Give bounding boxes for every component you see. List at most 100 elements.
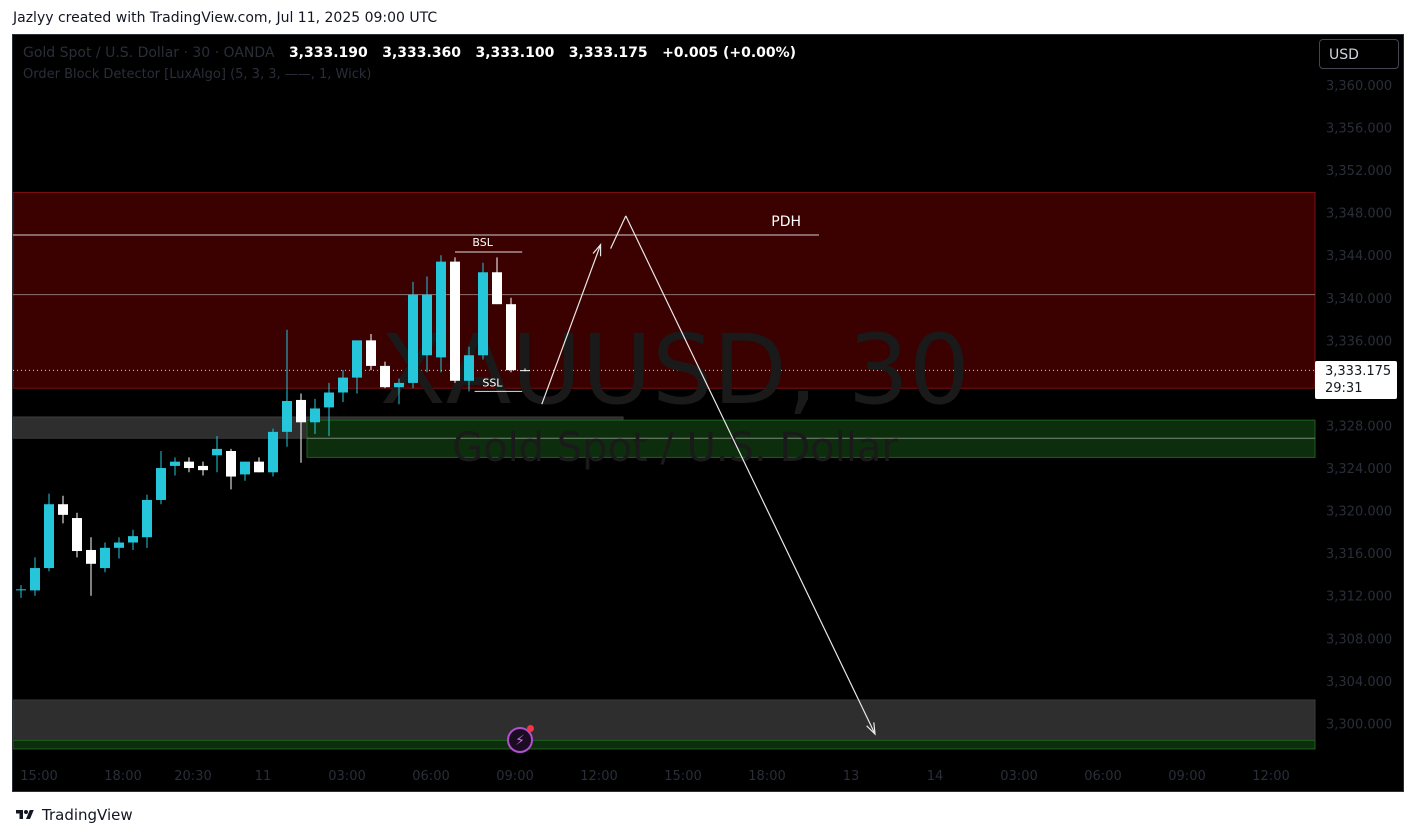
candle[interactable] [226, 448, 236, 490]
marker-label-ssl: SSL [482, 376, 503, 389]
candle[interactable] [520, 368, 530, 372]
candle-body [16, 589, 26, 591]
candle[interactable] [450, 257, 460, 383]
time-tick-label: 18:00 [748, 769, 785, 784]
candle-body [520, 370, 530, 372]
candle[interactable] [72, 512, 82, 558]
price-tick-label: 3,300.000 [1326, 717, 1392, 732]
candle[interactable] [128, 529, 138, 550]
candle-body [310, 408, 320, 423]
price-tick-label: 3,352.000 [1326, 164, 1392, 179]
time-tick-label: 12:00 [580, 769, 617, 784]
candle[interactable] [324, 382, 334, 437]
candle[interactable] [366, 333, 376, 371]
demand-zone [13, 739, 1316, 750]
price-tick-label: 3,348.000 [1326, 207, 1392, 222]
time-tick-label: 20:30 [174, 769, 211, 784]
candle-body [338, 377, 348, 393]
candle[interactable] [464, 346, 474, 392]
candle[interactable] [30, 557, 40, 596]
candle-body [30, 568, 40, 591]
time-tick-label: 11 [255, 769, 272, 784]
candle-body [240, 461, 250, 475]
symbol-description[interactable]: Gold Spot / U.S. Dollar · 30 · OANDA [23, 45, 275, 61]
candle[interactable] [268, 428, 278, 477]
time-tick-label: 06:00 [412, 769, 449, 784]
candle[interactable] [408, 281, 418, 389]
candle-body [226, 451, 236, 477]
candle[interactable] [310, 398, 320, 434]
candle[interactable] [492, 257, 502, 305]
candle[interactable] [282, 329, 292, 447]
footer-brand[interactable]: TradingView [13, 805, 133, 825]
candle-body [436, 261, 446, 358]
candle[interactable] [296, 393, 306, 463]
price-tick-label: 3,356.000 [1326, 122, 1392, 137]
candle[interactable] [184, 457, 194, 473]
time-tick-label: 09:00 [1168, 769, 1205, 784]
projection-arrowhead-down [866, 722, 876, 736]
candlestick-chart[interactable]: PDH XAUUSD, 30 Gold Spot / U.S. Dollar B… [13, 35, 1404, 792]
close-value: 3,333.175 [568, 45, 648, 61]
candle[interactable] [44, 493, 54, 572]
candle[interactable] [436, 255, 446, 373]
brand-name: TradingView [42, 806, 133, 824]
price-tick-label: 3,308.000 [1326, 632, 1392, 647]
candle-body [268, 431, 278, 473]
candle[interactable] [142, 494, 152, 548]
candle-body [58, 504, 68, 515]
candle[interactable] [380, 361, 390, 389]
indicator-legend[interactable]: Order Block Detector [LuxAlgo] (5, 3, 3,… [23, 67, 372, 82]
candle-body [492, 272, 502, 305]
candle[interactable] [240, 461, 250, 481]
lightning-alert-icon[interactable]: ⚡ [507, 725, 534, 753]
candle[interactable] [58, 495, 68, 524]
price-tick-label: 3,328.000 [1326, 419, 1392, 434]
time-tick-label: 09:00 [496, 769, 533, 784]
level-label-pdh: PDH [771, 214, 801, 230]
candle[interactable] [254, 457, 264, 473]
candle[interactable] [338, 370, 348, 403]
candle-body [128, 536, 138, 543]
currency-button[interactable]: USD [1319, 39, 1399, 69]
tradingview-logo-icon [16, 810, 34, 819]
markers-layer: BSL SSL [455, 236, 523, 392]
price-tick-label: 3,320.000 [1326, 505, 1392, 520]
open-value: 3,333.190 [288, 45, 368, 61]
candle-body [450, 261, 460, 381]
candle[interactable] [506, 297, 516, 373]
price-tick-label: 3,304.000 [1326, 675, 1392, 690]
candle[interactable] [394, 378, 404, 405]
demand-zone [306, 419, 1316, 458]
projection-apex [610, 215, 627, 249]
change-value: +0.005 (+0.00%) [662, 45, 797, 61]
candle[interactable] [212, 436, 222, 473]
time-tick-label: 06:00 [1084, 769, 1121, 784]
candle[interactable] [198, 461, 208, 476]
ohlc-legend: Gold Spot / U.S. Dollar · 30 · OANDA 3,3… [23, 45, 796, 61]
chart-area[interactable]: PDH XAUUSD, 30 Gold Spot / U.S. Dollar B… [12, 34, 1404, 792]
candle[interactable] [114, 537, 124, 559]
low-value: 3,333.100 [475, 45, 555, 61]
candle-body [170, 461, 180, 466]
candle[interactable] [86, 537, 96, 596]
candle[interactable] [422, 276, 432, 373]
candle-body [422, 294, 432, 356]
price-tick-label: 3,336.000 [1326, 334, 1392, 349]
bar-countdown: 29:31 [1325, 381, 1363, 396]
candle[interactable] [170, 457, 180, 476]
candle-body [352, 340, 362, 378]
candle[interactable] [156, 451, 166, 505]
candle-body [394, 382, 404, 388]
candle[interactable] [478, 262, 488, 360]
time-tick-label: 15:00 [664, 769, 701, 784]
candle-body [72, 518, 82, 552]
time-tick-label: 13 [843, 769, 860, 784]
candle[interactable] [16, 585, 26, 598]
zones-layer [13, 191, 1316, 750]
candle[interactable] [100, 542, 110, 573]
candle[interactable] [352, 340, 362, 394]
candle-body [408, 294, 418, 383]
candle-body [296, 399, 306, 423]
time-tick-label: 03:00 [328, 769, 365, 784]
